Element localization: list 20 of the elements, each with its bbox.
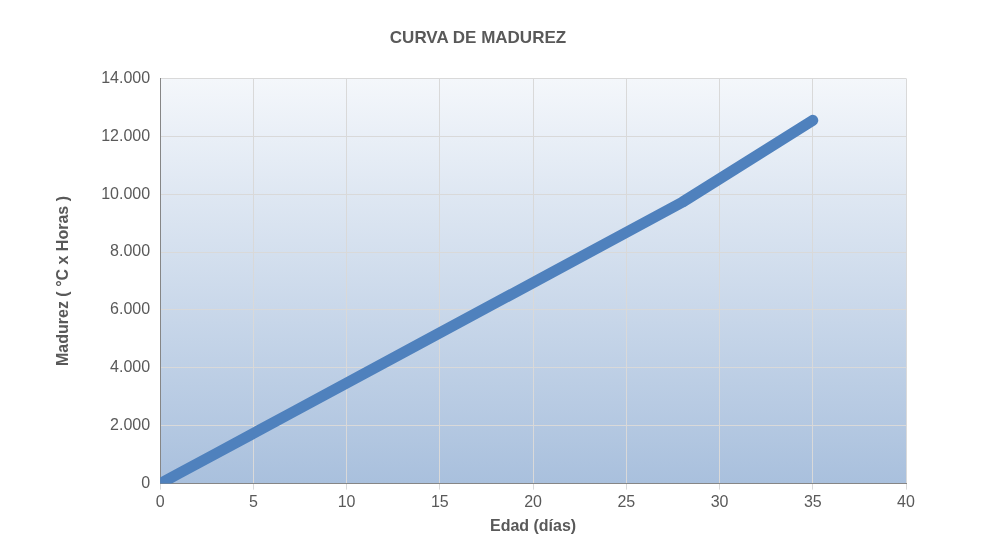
y-tick-label: 14.000: [101, 68, 151, 86]
chart-title: CURVA DE MADUREZ: [389, 27, 567, 47]
x-axis-title: Edad (días): [489, 516, 577, 534]
y-tick-label: 10.000: [101, 184, 151, 202]
y-tick-label: 6.000: [110, 300, 151, 318]
x-tick-label: 5: [248, 492, 258, 510]
x-tick-label: 20: [524, 492, 543, 510]
y-axis-title: Madurez ( °C x Horas ): [54, 196, 72, 366]
x-tick-label: 25: [617, 492, 636, 510]
x-tick-label: 40: [897, 492, 915, 510]
y-tick-label: 2.000: [110, 416, 151, 434]
y-tick-label: 12.000: [101, 126, 151, 144]
x-tick-label: 0: [155, 492, 165, 510]
y-tick-label: 0: [141, 474, 151, 492]
x-tick-label: 35: [803, 492, 822, 510]
y-tick-label: 8.000: [110, 242, 151, 260]
y-tick-label: 4.000: [110, 358, 151, 376]
x-tick-label: 10: [337, 492, 356, 510]
x-tick-label: 15: [430, 492, 449, 510]
x-tick-label: 30: [710, 492, 729, 510]
